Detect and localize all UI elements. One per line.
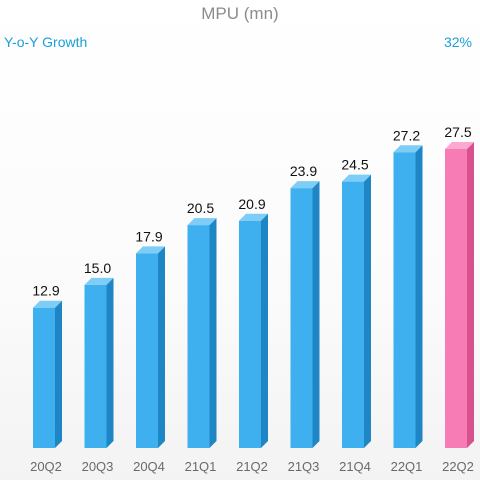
bar-21Q2: [239, 213, 268, 448]
chart-title: MPU (mn): [201, 4, 279, 23]
x-tick-label-21Q4: 21Q4: [339, 459, 371, 474]
bar-side: [209, 218, 217, 448]
bar-22Q2: [445, 142, 474, 448]
yoy-growth-value: 32%: [443, 34, 472, 50]
x-tick-label-21Q2: 21Q2: [236, 459, 268, 474]
bar-top: [84, 277, 114, 285]
bar-front: [84, 284, 107, 448]
bar-top: [33, 300, 62, 308]
bar-side: [106, 277, 114, 448]
bar-22Q1: [393, 145, 423, 448]
bar-front: [445, 149, 467, 448]
bar-top: [136, 246, 165, 254]
x-tick-label-20Q4: 20Q4: [133, 459, 165, 474]
value-label-20Q3: 15.0: [84, 260, 111, 276]
x-tick-label-22Q2: 22Q2: [442, 459, 474, 474]
x-tick-label-20Q2: 20Q2: [30, 459, 62, 474]
x-tick-label-21Q1: 21Q1: [185, 459, 217, 474]
bar-21Q1: [187, 218, 217, 448]
value-label-21Q4: 24.5: [341, 157, 368, 173]
bar-20Q4: [136, 246, 165, 448]
bar-front: [187, 225, 210, 448]
bar-side: [467, 142, 474, 448]
value-label-22Q1: 27.2: [393, 127, 420, 143]
bar-side: [158, 246, 165, 448]
value-label-21Q3: 23.9: [290, 163, 317, 179]
bar-20Q2: [33, 300, 62, 448]
x-tick-label-22Q1: 22Q1: [391, 459, 423, 474]
value-label-21Q1: 20.5: [187, 200, 214, 216]
bar-top: [393, 145, 423, 153]
value-label-20Q2: 12.9: [32, 283, 59, 299]
bar-21Q4: [342, 174, 371, 449]
bar-top: [290, 181, 320, 189]
bar-front: [290, 188, 313, 448]
yoy-growth-label: Y-o-Y Growth: [4, 34, 88, 50]
bar-side: [312, 181, 320, 448]
bar-side: [415, 145, 423, 448]
bar-21Q3: [290, 181, 320, 448]
bar-20Q3: [84, 277, 114, 448]
bar-side: [364, 174, 371, 449]
value-label-22Q2: 27.5: [444, 124, 471, 140]
value-label-21Q2: 20.9: [238, 196, 265, 212]
bar-side: [55, 300, 62, 448]
x-tick-label-20Q3: 20Q3: [82, 459, 114, 474]
bar-top: [239, 213, 268, 221]
bar-front: [239, 220, 261, 448]
bar-front: [33, 307, 55, 448]
bar-front: [393, 152, 416, 448]
value-label-20Q4: 17.9: [135, 228, 162, 244]
bar-front: [342, 181, 364, 449]
bar-top: [342, 174, 371, 182]
bar-top: [187, 218, 217, 226]
x-tick-label-21Q3: 21Q3: [288, 459, 320, 474]
bar-front: [136, 253, 158, 448]
bar-top: [445, 142, 474, 149]
bar-side: [261, 213, 268, 448]
